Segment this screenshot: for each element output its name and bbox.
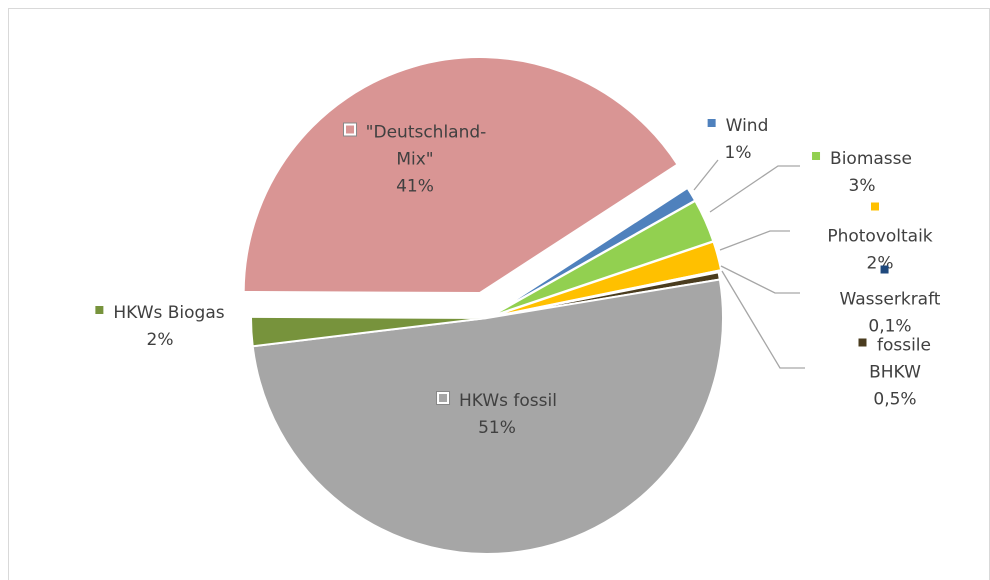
legend-marker [707,119,716,127]
pie-slice [251,278,725,556]
category-label: HKWs fossil [459,391,557,411]
legend-marker [858,338,867,347]
value-label: 41% [396,176,434,197]
data-label: Wasserkraft 0,1% [839,260,941,341]
legend-marker [95,306,104,314]
legend-marker [812,152,821,160]
data-label: HKWs Biogas 2% [95,300,225,354]
leader-line [693,159,719,191]
category-label: fossile BHKW [869,335,931,383]
category-label: Wasserkraft [839,289,941,310]
value-label: 3% [848,176,876,196]
value-label: 0,1% [868,316,912,337]
category-label: Photovoltaik [827,226,933,247]
legend-marker [437,392,450,404]
category-label: HKWs Biogas [113,303,225,323]
value-label: 2% [146,330,174,350]
value-label: 1% [724,143,752,163]
data-label: Wind 1% [707,113,769,167]
pie-slice [242,56,679,295]
data-label: "Deutschland-Mix" 41% [330,120,500,201]
leader-line [720,265,800,294]
data-label: Biomasse 3% [812,146,912,200]
category-label: Wind [725,116,769,136]
pie-slice [250,315,488,348]
value-label: 51% [478,418,516,438]
legend-marker [871,202,879,211]
leader-line [709,165,800,213]
pie-slice [489,240,723,319]
category-label: Biomasse [830,149,912,169]
data-label: fossile BHKW 0,5% [848,333,943,414]
leader-line [721,270,805,369]
legend-marker [881,265,889,274]
legend-marker [343,123,356,136]
category-label: "Deutschland-Mix" [365,122,487,170]
data-label: HKWs fossil 51% [437,388,557,442]
value-label: 0,5% [873,389,917,410]
leader-line [719,230,790,251]
